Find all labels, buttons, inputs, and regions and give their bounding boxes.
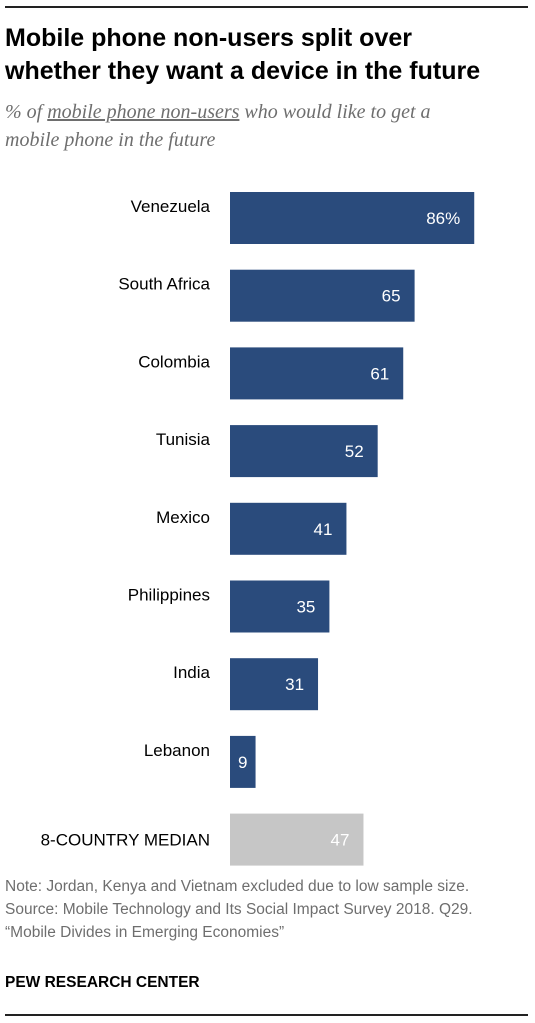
bar-group-8-country-median: 8-COUNTRY MEDIAN 47 (41, 813, 364, 866)
chart-notes: Note: Jordan, Kenya and Vietnam excluded… (5, 875, 530, 944)
bar-philippines (230, 580, 330, 633)
bar-group-colombia: Colombia 61 (138, 347, 404, 400)
note-line-2: Source: Mobile Technology and Its Social… (5, 901, 473, 918)
bar-group-lebanon: Lebanon 9 (144, 735, 256, 788)
value-label-india: 31 (285, 675, 304, 694)
bar-south-africa (230, 269, 415, 322)
subtitle-underlined-term: mobile phone non-users (47, 101, 240, 123)
category-label-venezuela: Venezuela (131, 197, 211, 216)
top-rule (5, 6, 528, 8)
value-label-venezuela: 86% (426, 209, 460, 228)
category-label-south-africa: South Africa (118, 275, 210, 294)
value-label-lebanon: 9 (238, 753, 247, 772)
subtitle-prefix: % of (5, 101, 48, 123)
category-label-8-country-median: 8-COUNTRY MEDIAN (41, 831, 210, 850)
bar-venezuela (230, 192, 475, 244)
chart-subtitle-line-1: % of mobile phone non-users who would li… (5, 98, 530, 126)
bar-india (230, 658, 319, 711)
value-label-colombia: 61 (370, 364, 389, 383)
bar-lebanon (230, 735, 256, 788)
value-label-tunisia: 52 (345, 442, 364, 461)
bar-chart: Venezuela 86% South Africa 65 Colombia 61 Tuni… (41, 192, 475, 866)
value-label-mexico: 41 (314, 520, 333, 539)
bar-group-india: India 31 (173, 658, 319, 711)
chart-title: Mobile phone non-users split over whethe… (5, 22, 530, 88)
bar-group-south-africa: South Africa 65 (118, 269, 415, 322)
value-label-8-country-median: 47 (331, 831, 350, 850)
subtitle-suffix: who would like to get a (239, 101, 431, 123)
category-label-lebanon: Lebanon (144, 741, 210, 760)
chart-title-line-2: whether they want a device in the future (5, 57, 481, 85)
chart-title-line-1: Mobile phone non-users split over (5, 24, 412, 52)
pew-research-center-logo: PEW RESEARCH CENTER (5, 974, 200, 991)
category-label-tunisia: Tunisia (156, 430, 211, 449)
bar-tunisia (230, 425, 378, 478)
category-label-india: India (173, 663, 210, 682)
bar-group-philippines: Philippines 35 (128, 580, 330, 633)
note-line-1: Note: Jordan, Kenya and Vietnam excluded… (5, 878, 470, 895)
category-label-colombia: Colombia (138, 352, 210, 371)
category-label-mexico: Mexico (156, 508, 210, 527)
bar-colombia (230, 347, 404, 400)
bottom-rule (5, 1014, 528, 1016)
chart-subtitle-line-2: mobile phone in the future (5, 129, 216, 151)
bar-mexico (230, 502, 347, 555)
chart-subtitle: % of mobile phone non-users who would li… (5, 98, 530, 154)
category-label-philippines: Philippines (128, 586, 210, 605)
bar-group-venezuela: Venezuela 86% (131, 192, 475, 244)
value-label-south-africa: 65 (382, 287, 401, 306)
bar-group-tunisia: Tunisia 52 (156, 425, 378, 478)
note-line-3: “Mobile Divides in Emerging Economies” (5, 924, 285, 941)
value-label-philippines: 35 (296, 598, 315, 617)
bar-8-country-median (230, 813, 364, 866)
bar-group-mexico: Mexico 41 (156, 502, 347, 555)
